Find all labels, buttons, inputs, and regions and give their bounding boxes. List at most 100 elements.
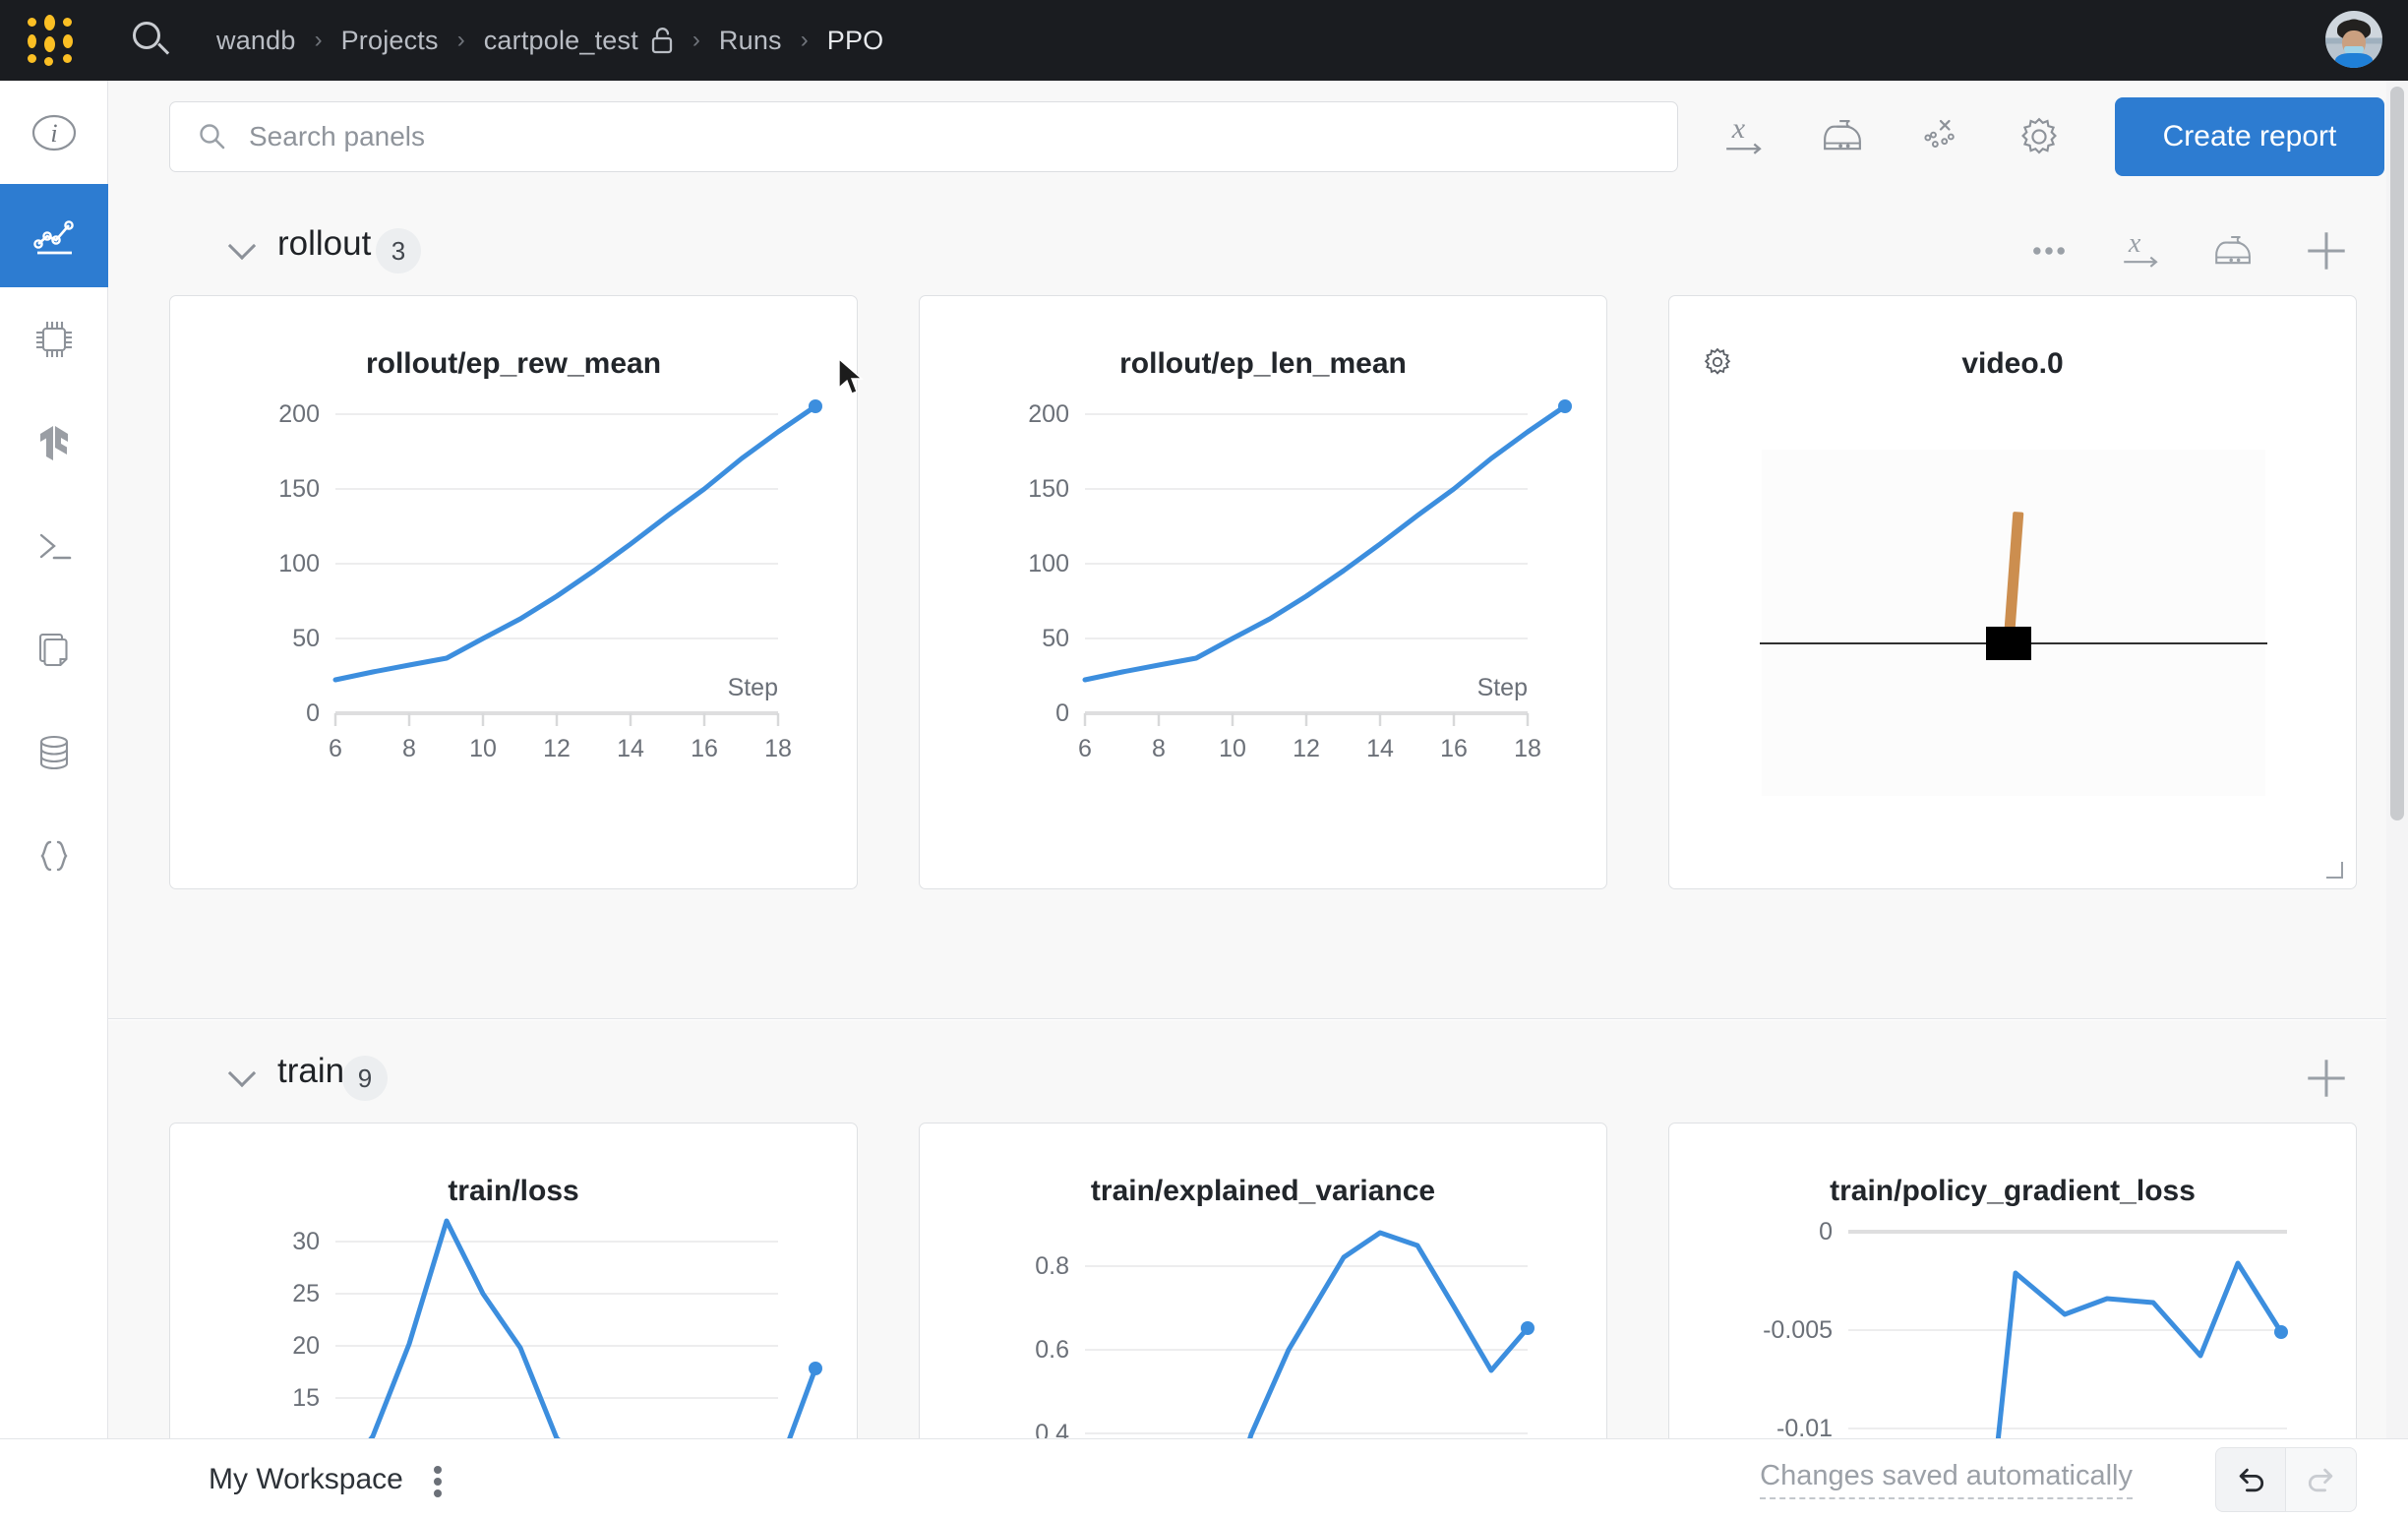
section-header-train: train 9 bbox=[108, 1020, 2408, 1123]
code-braces-icon bbox=[29, 830, 80, 881]
svg-text:x: x bbox=[2128, 228, 2141, 259]
panel-video-0[interactable]: video.0 bbox=[1668, 295, 2357, 889]
ytick-200: 200 bbox=[1028, 400, 1069, 428]
panel-rollout-ep-rew-mean[interactable]: rollout/ep_rew_mean bbox=[169, 295, 858, 889]
vertical-dots-icon[interactable] bbox=[425, 1460, 451, 1499]
panel-train-loss[interactable]: train/loss 30 25 20 15 bbox=[169, 1123, 858, 1438]
workspace-panel-area: Search panels x bbox=[108, 81, 2408, 1438]
breadcrumb-item-run[interactable]: PPO bbox=[826, 25, 884, 55]
cartpole-pole bbox=[2004, 511, 2024, 638]
more-options-icon[interactable] bbox=[2018, 220, 2079, 281]
xtick-12: 12 bbox=[1293, 735, 1320, 762]
breadcrumb-item-entity[interactable]: wandb bbox=[216, 25, 296, 55]
panel-rollout-ep-len-mean[interactable]: rollout/ep_len_mean bbox=[919, 295, 1607, 889]
ytick-100: 100 bbox=[278, 550, 320, 577]
sidebar-item-files[interactable] bbox=[0, 597, 108, 700]
add-panel-icon[interactable] bbox=[2296, 1048, 2357, 1109]
sidebar-item-artifacts[interactable] bbox=[0, 700, 108, 804]
section-panel-count: 3 bbox=[376, 228, 421, 273]
line-chart-explained-variance[interactable]: 0.8 0.6 0.4 bbox=[920, 1124, 1607, 1438]
gear-icon[interactable] bbox=[2007, 104, 2072, 169]
chart-endpoint-marker bbox=[2274, 1325, 2288, 1339]
breadcrumb: wandb › Projects › cartpole_test › Runs … bbox=[216, 26, 883, 56]
xtick-18: 18 bbox=[1514, 735, 1541, 762]
panel-resize-handle[interactable] bbox=[2322, 859, 2344, 881]
section-header-rollout: rollout 3 x bbox=[108, 193, 2408, 295]
xtick-8: 8 bbox=[402, 735, 416, 762]
workspace-toolbar: Search panels x bbox=[108, 81, 2408, 193]
autosave-status: Changes saved automatically bbox=[1760, 1460, 2133, 1499]
sidebar-item-logs[interactable] bbox=[0, 494, 108, 597]
redo-icon bbox=[2308, 1468, 2332, 1491]
search-icon bbox=[198, 122, 227, 152]
x-axis-icon[interactable]: x bbox=[1712, 104, 1776, 169]
xaxis-label: Step bbox=[1477, 674, 1528, 701]
breadcrumb-item-project[interactable]: cartpole_test bbox=[483, 25, 638, 55]
section-rollout: rollout 3 x bbox=[108, 193, 2408, 1019]
panel-title: rollout/ep_rew_mean bbox=[365, 347, 662, 380]
wandb-logo[interactable] bbox=[26, 14, 79, 67]
line-chart-ep-rew-mean[interactable]: 200 150 100 50 0 6 8 10 12 14 16 18 Step bbox=[170, 296, 859, 890]
create-report-button[interactable]: Create report bbox=[2115, 97, 2384, 176]
breadcrumb-item-projects[interactable]: Projects bbox=[340, 25, 439, 55]
scatter-outliers-icon[interactable] bbox=[1908, 104, 1973, 169]
breadcrumb-separator: › bbox=[456, 27, 465, 53]
xtick-10: 10 bbox=[1219, 735, 1246, 762]
ytick-0: 0 bbox=[306, 699, 320, 727]
sidebar-item-tensorflow[interactable] bbox=[0, 391, 108, 494]
smoothing-iron-icon[interactable] bbox=[1810, 104, 1875, 169]
sidebar-item-code[interactable] bbox=[0, 804, 108, 907]
chart-series-line bbox=[1082, 403, 1568, 683]
chevron-down-icon[interactable] bbox=[232, 236, 258, 251]
cpu-chip-icon bbox=[29, 314, 80, 365]
ytick-0-8: 0.8 bbox=[1035, 1252, 1069, 1280]
panel-train-policy-gradient-loss[interactable]: train/policy_gradient_loss 0 -0.005 -0.0… bbox=[1668, 1123, 2357, 1438]
undo-button[interactable] bbox=[2215, 1446, 2286, 1512]
panel-title: train/loss bbox=[448, 1175, 579, 1207]
section-actions-train bbox=[2264, 1048, 2357, 1109]
avatar-shirt bbox=[2335, 53, 2373, 68]
line-chart-ep-len-mean[interactable]: 200 150 100 50 0 6 8 10 12 14 16 18 Step bbox=[920, 296, 1608, 890]
ytick-150: 150 bbox=[1028, 475, 1069, 503]
sidebar-item-system[interactable] bbox=[0, 287, 108, 391]
section-title[interactable]: rollout bbox=[277, 224, 372, 263]
section-actions-rollout: x bbox=[1987, 220, 2357, 281]
info-circle-icon: i bbox=[29, 107, 80, 158]
workspace-name[interactable]: My Workspace bbox=[209, 1462, 403, 1495]
ytick-100: 100 bbox=[1028, 550, 1069, 577]
undo-redo-group bbox=[2215, 1446, 2357, 1512]
ytick-neg-0-005: -0.005 bbox=[1763, 1316, 1833, 1344]
ytick-50: 50 bbox=[1042, 625, 1069, 652]
x-axis-icon[interactable]: x bbox=[2111, 220, 2172, 281]
breadcrumb-item-runs[interactable]: Runs bbox=[718, 25, 782, 55]
add-panel-icon[interactable] bbox=[2296, 220, 2357, 281]
create-report-label: Create report bbox=[2162, 120, 2337, 152]
sidebar-item-overview[interactable]: i bbox=[0, 81, 108, 184]
chart-endpoint-marker bbox=[1558, 399, 1572, 413]
xtick-10: 10 bbox=[469, 735, 497, 762]
scrollbar-thumb[interactable] bbox=[2390, 87, 2404, 820]
ytick-30: 30 bbox=[292, 1228, 320, 1255]
line-chart-policy-gradient-loss[interactable]: 0 -0.005 -0.01 bbox=[1669, 1124, 2357, 1438]
search-panels-input[interactable]: Search panels bbox=[169, 101, 1678, 172]
section-title[interactable]: train bbox=[277, 1052, 345, 1090]
user-avatar[interactable] bbox=[2325, 11, 2382, 68]
line-chart-train-loss[interactable]: 30 25 20 15 bbox=[170, 1124, 858, 1438]
ytick-15: 15 bbox=[292, 1384, 320, 1412]
xtick-12: 12 bbox=[543, 735, 571, 762]
line-chart-icon bbox=[29, 211, 80, 262]
global-search-icon[interactable] bbox=[130, 19, 173, 62]
breadcrumb-separator: › bbox=[800, 27, 809, 53]
panel-train-explained-variance[interactable]: train/explained_variance 0.8 0.6 0.4 bbox=[919, 1123, 1607, 1438]
gear-icon[interactable] bbox=[1699, 343, 1736, 381]
sidebar-item-charts[interactable] bbox=[0, 184, 108, 287]
unlock-icon bbox=[650, 27, 674, 54]
ytick-0: 0 bbox=[1055, 699, 1069, 727]
workspace-scrollbar[interactable] bbox=[2386, 81, 2408, 1438]
terminal-icon bbox=[29, 520, 80, 572]
smoothing-iron-icon[interactable] bbox=[2203, 220, 2264, 281]
redo-button[interactable] bbox=[2286, 1446, 2357, 1512]
chevron-down-icon[interactable] bbox=[232, 1063, 258, 1078]
section-train: train 9 train/loss bbox=[108, 1020, 2408, 1438]
chart-series-line bbox=[1995, 1260, 2284, 1438]
